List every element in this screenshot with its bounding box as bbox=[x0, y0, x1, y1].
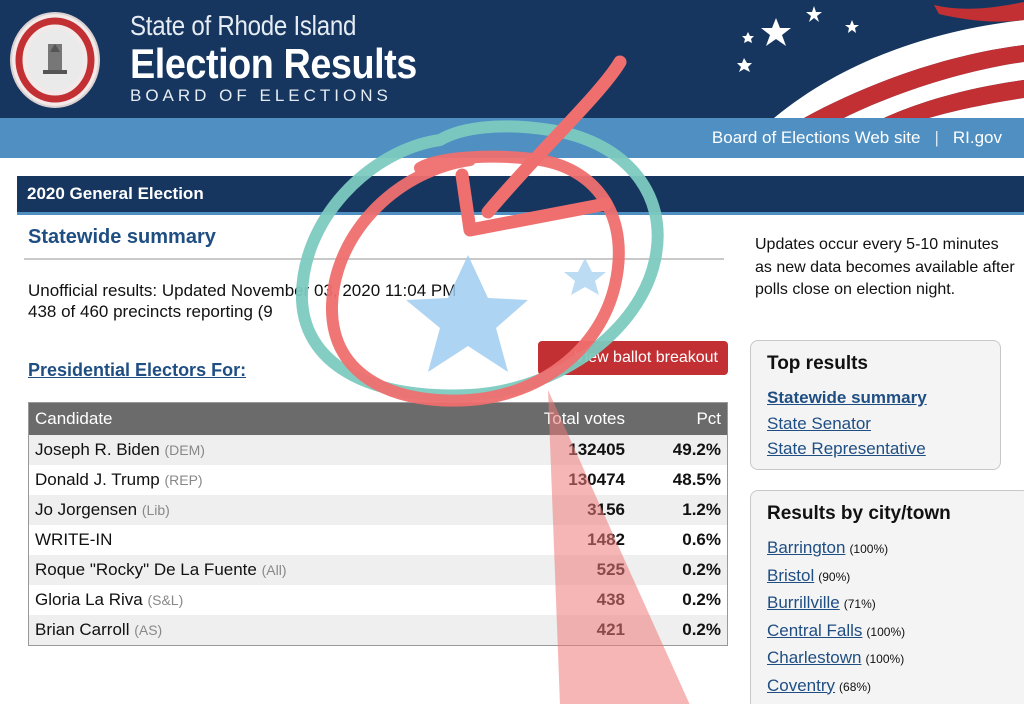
state-seal-logo[interactable] bbox=[10, 12, 100, 108]
update-note: Updates occur every 5-10 minutes as new … bbox=[755, 236, 1015, 298]
ri-gov-link[interactable]: RI.gov bbox=[952, 128, 1002, 147]
status-precincts-line: 438 of 460 precincts reporting (9 bbox=[28, 302, 273, 321]
city-link[interactable]: Central Falls bbox=[767, 620, 863, 640]
candidate-name: Brian Carroll bbox=[35, 620, 130, 639]
state-senator-link[interactable]: State Senator bbox=[767, 413, 871, 433]
votes-cell: 1482 bbox=[587, 530, 625, 549]
party-label: (AS) bbox=[134, 622, 163, 638]
results-table: Candidate Total votes Pct Joseph R. Bide… bbox=[28, 402, 728, 646]
table-header: Candidate Total votes Pct bbox=[29, 403, 727, 435]
pct-cell: 0.6% bbox=[682, 530, 721, 549]
site-header: State of Rhode Island Election Results B… bbox=[0, 0, 1024, 118]
state-representative-link[interactable]: State Representative bbox=[767, 439, 926, 458]
table-row: Jo Jorgensen (Lib) 3156 1.2% bbox=[29, 495, 727, 525]
party-label: (DEM) bbox=[164, 442, 205, 458]
list-item: Bristol (90%) bbox=[767, 563, 1013, 591]
pct-cell: 0.2% bbox=[682, 590, 721, 609]
city-reporting-pct: (100%) bbox=[865, 652, 905, 666]
votes-cell: 438 bbox=[596, 590, 625, 609]
candidate-cell: Roque "Rocky" De La Fuente (All) bbox=[29, 560, 479, 580]
votes-cell: 421 bbox=[596, 620, 625, 639]
city-reporting-pct: (90%) bbox=[818, 569, 851, 584]
candidate-name: WRITE-IN bbox=[35, 530, 113, 549]
city-link[interactable]: Bristol bbox=[767, 565, 815, 585]
pct-cell: 0.2% bbox=[682, 620, 721, 639]
city-reporting-pct: (68%) bbox=[839, 679, 872, 694]
list-item: Charlestown (100%) bbox=[767, 645, 1013, 673]
votes-cell: 3156 bbox=[587, 500, 625, 519]
board-of-elections-link[interactable]: Board of Elections Web site bbox=[711, 128, 921, 147]
city-link[interactable]: Charlestown bbox=[767, 648, 862, 667]
table-row: WRITE-IN 1482 0.6% bbox=[29, 525, 727, 555]
city-reporting-pct: (100%) bbox=[866, 624, 906, 639]
blue-star-icon-small bbox=[564, 258, 606, 295]
list-item: Barrington (100%) bbox=[767, 535, 1013, 563]
candidate-cell: Donald J. Trump (REP) bbox=[29, 470, 479, 490]
party-label: (Lib) bbox=[141, 502, 170, 518]
top-results-card: Top results Statewide summary State Sena… bbox=[750, 340, 1001, 470]
city-link[interactable]: Coventry bbox=[767, 675, 836, 695]
contest-title-link[interactable]: Presidential Electors For: bbox=[28, 360, 247, 380]
status-text: Unofficial results: Updated November 03,… bbox=[28, 280, 456, 322]
party-label: (All) bbox=[261, 562, 287, 578]
pct-cell: 49.2% bbox=[672, 440, 721, 459]
column-header-votes: Total votes bbox=[543, 409, 625, 428]
city-link[interactable]: Burrillville bbox=[767, 593, 840, 612]
status-updated-line: Unofficial results: Updated November 03,… bbox=[28, 281, 457, 300]
votes-cell: 525 bbox=[596, 560, 625, 579]
list-item: Burrillville (71%) bbox=[767, 590, 1013, 618]
table-row: Brian Carroll (AS) 421 0.2% bbox=[29, 615, 727, 645]
city-results-card: Results by city/town Barrington (100%) Bri… bbox=[750, 490, 1024, 704]
header-title: Election Results bbox=[130, 40, 417, 87]
table-row: Gloria La Riva (S&L) 438 0.2% bbox=[29, 585, 727, 615]
flag-graphic bbox=[737, 2, 1024, 118]
pct-cell: 1.2% bbox=[682, 500, 721, 519]
table-row: Joseph R. Biden (DEM) 132405 49.2% bbox=[29, 435, 727, 465]
candidate-cell: Jo Jorgensen (Lib) bbox=[29, 500, 479, 520]
list-item: Central Falls (100%) bbox=[767, 618, 1013, 646]
candidate-name: Joseph R. Biden bbox=[35, 440, 160, 459]
votes-cell: 130474 bbox=[568, 470, 625, 489]
city-reporting-pct: (71%) bbox=[843, 597, 876, 611]
header-subtitle: BOARD OF ELECTIONS bbox=[130, 86, 392, 105]
pct-cell: 0.2% bbox=[682, 560, 721, 579]
top-link-bar: Board of Elections Web site | RI.gov bbox=[0, 118, 1024, 158]
candidate-cell: Brian Carroll (AS) bbox=[29, 620, 479, 640]
table-row: Roque "Rocky" De La Fuente (All) 525 0.2% bbox=[29, 555, 727, 585]
party-label: (S&L) bbox=[147, 592, 184, 608]
city-results-title: Results by city/town bbox=[767, 503, 951, 524]
candidate-cell: Joseph R. Biden (DEM) bbox=[29, 440, 479, 460]
section-title: Statewide summary bbox=[28, 226, 216, 248]
ballot-breakout-button[interactable]: View ballot breakout bbox=[538, 341, 728, 375]
candidate-name: Donald J. Trump bbox=[35, 470, 160, 489]
candidate-cell: WRITE-IN bbox=[29, 530, 479, 550]
party-label: (REP) bbox=[164, 472, 203, 488]
city-link[interactable]: Barrington bbox=[767, 538, 846, 557]
statewide-summary-link[interactable]: Statewide summary bbox=[767, 388, 927, 407]
election-name-bar: 2020 General Election bbox=[17, 176, 1024, 215]
link-separator: | bbox=[934, 128, 939, 147]
list-item: Cranston bbox=[767, 700, 1013, 704]
candidate-name: Gloria La Riva bbox=[35, 590, 143, 609]
column-header-pct: Pct bbox=[696, 409, 721, 428]
table-row: Donald J. Trump (REP) 130474 48.5% bbox=[29, 465, 727, 495]
header-state-line: State of Rhode Island bbox=[130, 10, 357, 41]
section-divider bbox=[24, 258, 724, 260]
list-item: Coventry (68%) bbox=[767, 673, 1013, 701]
top-results-title: Top results bbox=[767, 353, 868, 374]
votes-cell: 132405 bbox=[568, 440, 625, 459]
column-header-candidate: Candidate bbox=[35, 409, 113, 428]
pct-cell: 48.5% bbox=[672, 470, 721, 489]
candidate-name: Roque "Rocky" De La Fuente bbox=[35, 560, 257, 579]
city-reporting-pct: (100%) bbox=[849, 542, 889, 556]
candidate-name: Jo Jorgensen bbox=[35, 500, 138, 519]
candidate-cell: Gloria La Riva (S&L) bbox=[29, 590, 479, 610]
